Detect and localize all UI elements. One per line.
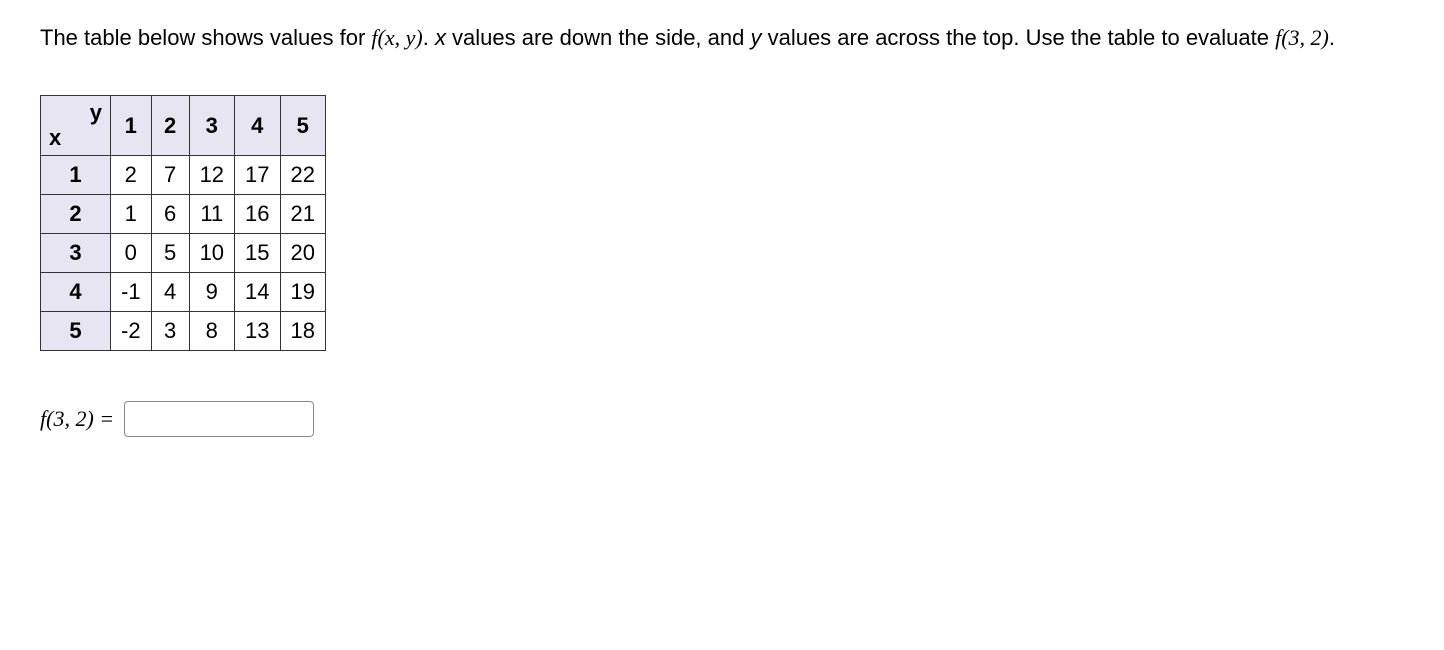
- prompt-x-var: x: [435, 25, 446, 50]
- table-cell: 7: [151, 156, 189, 195]
- answer-label: f(3, 2) =: [40, 406, 114, 432]
- answer-row: f(3, 2) =: [40, 401, 1404, 437]
- table-cell: 21: [280, 195, 325, 234]
- table-cell: 9: [189, 273, 234, 312]
- table-cell: -1: [111, 273, 152, 312]
- table-cell: 8: [189, 312, 234, 351]
- prompt-text-4: values are across the top. Use the table…: [761, 25, 1275, 50]
- table-cell: -2: [111, 312, 152, 351]
- table-cell: 0: [111, 234, 152, 273]
- table-cell: 5: [151, 234, 189, 273]
- table-cell: 12: [189, 156, 234, 195]
- y-header: 1: [111, 96, 152, 156]
- table-cell: 6: [151, 195, 189, 234]
- table-cell: 20: [280, 234, 325, 273]
- x-header: 4: [41, 273, 111, 312]
- table-cell: 15: [235, 234, 280, 273]
- corner-y-label: y: [90, 100, 102, 126]
- x-header: 3: [41, 234, 111, 273]
- table-cell: 14: [235, 273, 280, 312]
- table-cell: 4: [151, 273, 189, 312]
- prompt-text-1: The table below shows values for: [40, 25, 371, 50]
- table-cell: 11: [189, 195, 234, 234]
- y-header: 3: [189, 96, 234, 156]
- table-cell: 2: [111, 156, 152, 195]
- table-corner-cell: y x: [41, 96, 111, 156]
- prompt-y-var: y: [750, 25, 761, 50]
- corner-x-label: x: [49, 125, 61, 151]
- prompt-text-2: .: [423, 25, 435, 50]
- prompt-eval: f(3, 2): [1275, 25, 1329, 50]
- y-header: 5: [280, 96, 325, 156]
- table-cell: 1: [111, 195, 152, 234]
- function-table: y x 1 2 3 4 5 1 2 7 12 17 22 2 1 6 11 16…: [40, 95, 326, 351]
- question-prompt: The table below shows values for f(x, y)…: [40, 20, 1404, 55]
- table-cell: 16: [235, 195, 280, 234]
- y-header: 4: [235, 96, 280, 156]
- table-cell: 19: [280, 273, 325, 312]
- table-cell: 13: [235, 312, 280, 351]
- table-cell: 22: [280, 156, 325, 195]
- table-cell: 10: [189, 234, 234, 273]
- prompt-text-3: values are down the side, and: [446, 25, 751, 50]
- x-header: 2: [41, 195, 111, 234]
- prompt-fxy: f(x, y): [371, 25, 422, 50]
- x-header: 5: [41, 312, 111, 351]
- table-cell: 17: [235, 156, 280, 195]
- answer-input[interactable]: [124, 401, 314, 437]
- table-cell: 3: [151, 312, 189, 351]
- table-cell: 18: [280, 312, 325, 351]
- x-header: 1: [41, 156, 111, 195]
- prompt-text-5: .: [1329, 25, 1335, 50]
- y-header: 2: [151, 96, 189, 156]
